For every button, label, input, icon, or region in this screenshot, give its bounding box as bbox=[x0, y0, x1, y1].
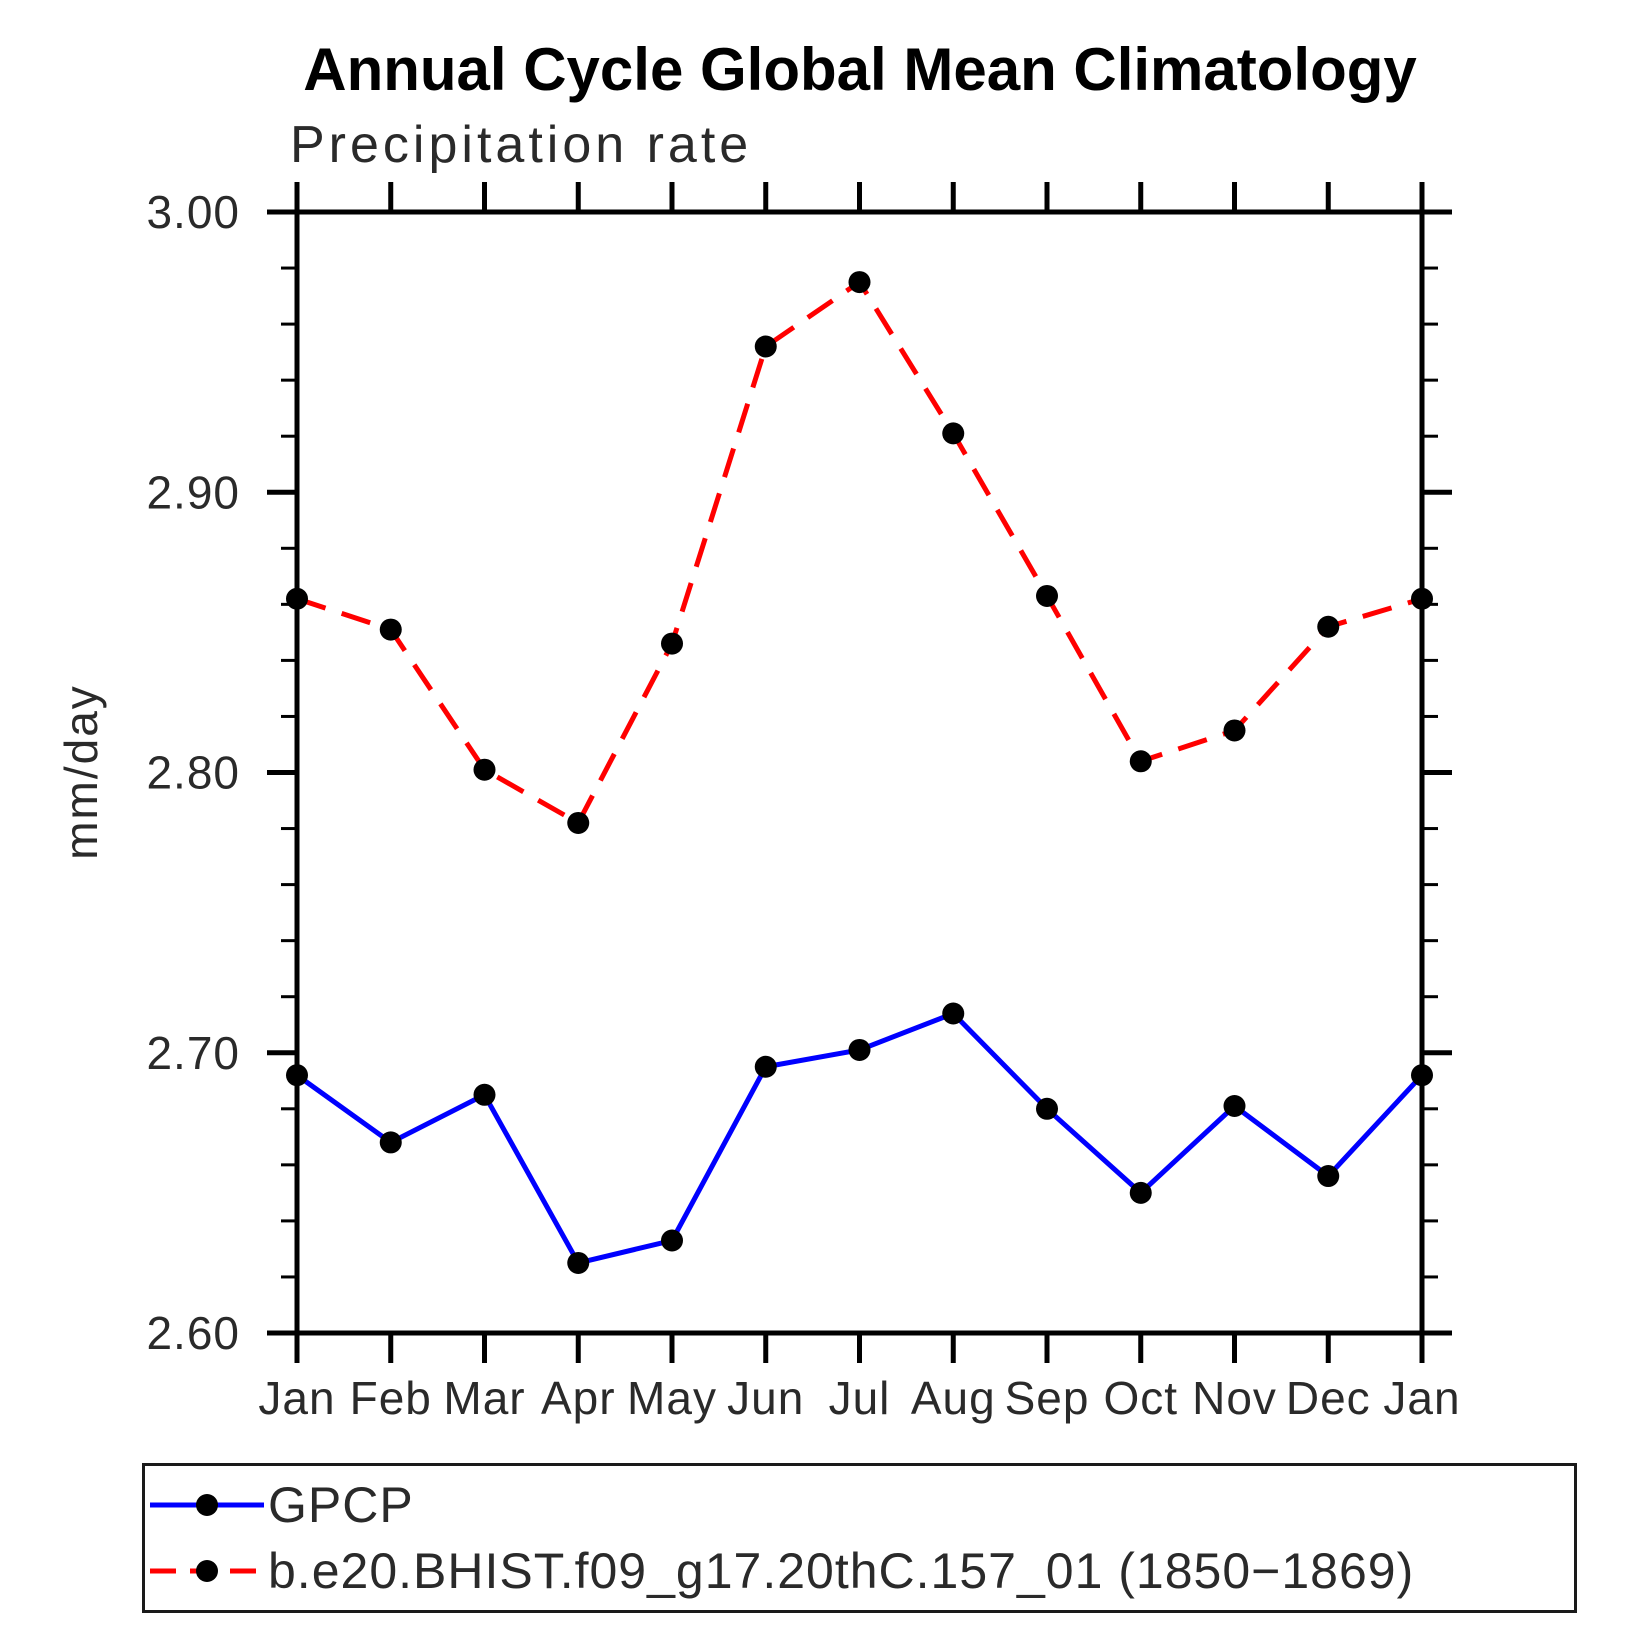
data-point bbox=[1223, 719, 1246, 742]
x-tick-label: Jun bbox=[727, 1372, 804, 1424]
legend-label-gpcp: GPCP bbox=[268, 1477, 414, 1533]
y-tick-label: 2.60 bbox=[146, 1307, 240, 1359]
data-point bbox=[1129, 750, 1152, 773]
legend-marker-dot bbox=[196, 1560, 218, 1582]
data-point bbox=[942, 1002, 965, 1025]
x-tick-label: Nov bbox=[1192, 1372, 1277, 1424]
legend-marker-dot bbox=[196, 1494, 218, 1516]
legend: GPCP b.e20.BHIST.f09_g17.20thC.157_01 (1… bbox=[142, 1463, 1577, 1613]
x-tick-label: Mar bbox=[443, 1372, 525, 1424]
y-axis-label: mm/day bbox=[55, 684, 107, 860]
x-tick-label: Jul bbox=[829, 1372, 891, 1424]
legend-label-model: b.e20.BHIST.f09_g17.20thC.157_01 (1850−1… bbox=[268, 1543, 1415, 1599]
legend-item-model: b.e20.BHIST.f09_g17.20thC.157_01 (1850−1… bbox=[145, 1538, 1574, 1604]
legend-swatch-dashed-line bbox=[150, 1560, 264, 1582]
x-tick-label: Jan bbox=[1383, 1372, 1460, 1424]
data-point bbox=[848, 1038, 871, 1061]
data-point bbox=[754, 335, 777, 358]
x-tick-label: Aug bbox=[911, 1372, 996, 1424]
axis-tick-labels: 2.60 2.70 2.80 2.90 3.00 Jan Feb Mar Apr May Jun Ju… bbox=[146, 186, 1460, 1424]
data-point bbox=[1411, 1064, 1433, 1087]
legend-swatch-solid-line bbox=[150, 1494, 264, 1516]
data-point bbox=[567, 1251, 590, 1274]
data-point bbox=[1129, 1181, 1152, 1204]
data-point bbox=[942, 422, 965, 445]
data-point bbox=[1036, 584, 1058, 607]
data-point bbox=[286, 587, 308, 610]
plot-frame bbox=[294, 209, 1425, 1336]
data-point bbox=[473, 758, 496, 781]
y-tick-label: 2.80 bbox=[146, 747, 240, 799]
data-point bbox=[473, 1083, 496, 1106]
data-point bbox=[1317, 1165, 1340, 1188]
legend-item-gpcp: GPCP bbox=[145, 1472, 1574, 1538]
axis-ticks bbox=[267, 182, 1452, 1363]
data-point bbox=[379, 1131, 402, 1154]
y-tick-label: 3.00 bbox=[146, 186, 240, 238]
data-series bbox=[286, 271, 1433, 1274]
data-point bbox=[661, 1229, 683, 1252]
data-point bbox=[1223, 1094, 1246, 1117]
x-tick-label: Jan bbox=[258, 1372, 335, 1424]
data-point bbox=[286, 1064, 308, 1087]
x-tick-label: Oct bbox=[1103, 1372, 1178, 1424]
x-tick-label: Feb bbox=[350, 1372, 432, 1424]
data-point bbox=[1317, 615, 1340, 638]
plot-border bbox=[294, 209, 1425, 1336]
data-point bbox=[567, 811, 590, 834]
data-point bbox=[848, 271, 871, 294]
x-tick-label: Sep bbox=[1005, 1372, 1090, 1424]
data-point bbox=[1036, 1097, 1058, 1120]
x-tick-label: Dec bbox=[1286, 1372, 1371, 1424]
data-point bbox=[754, 1055, 777, 1078]
y-tick-label: 2.90 bbox=[146, 466, 240, 518]
data-point bbox=[379, 618, 402, 641]
x-tick-label: Apr bbox=[541, 1372, 616, 1424]
y-tick-label: 2.70 bbox=[146, 1027, 240, 1079]
data-point bbox=[661, 632, 683, 655]
data-point bbox=[1411, 587, 1433, 610]
chart-title: Annual Cycle Global Mean Climatology bbox=[303, 36, 1417, 103]
series-line-model bbox=[296, 279, 1423, 826]
x-tick-label: May bbox=[627, 1372, 717, 1424]
chart-subtitle: Precipitation rate bbox=[290, 116, 752, 174]
